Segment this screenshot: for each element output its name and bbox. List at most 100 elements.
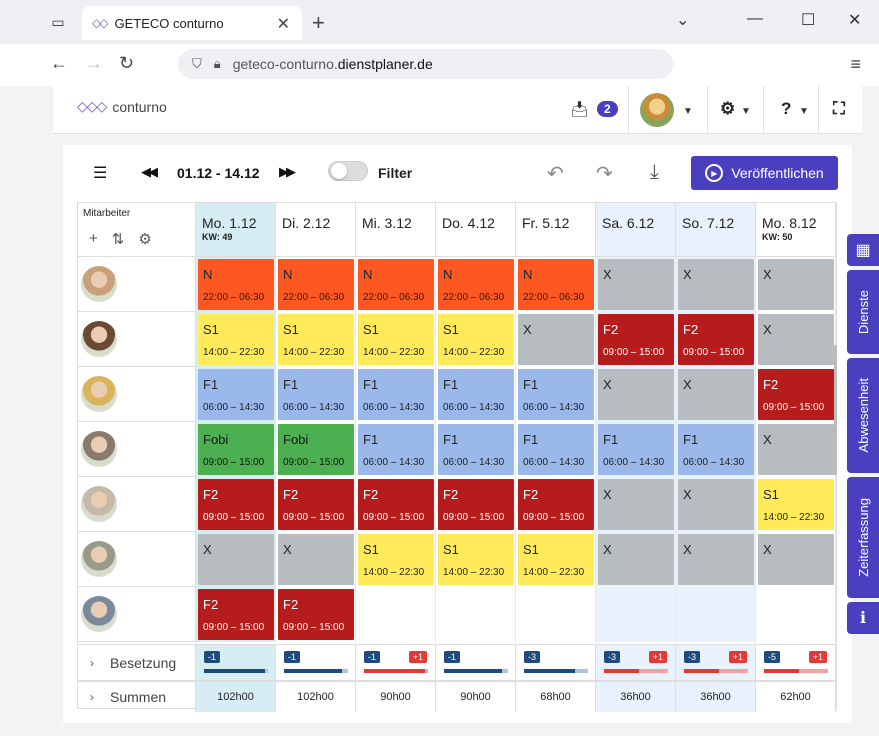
shift-cell[interactable]: F1 06:00 – 14:30 <box>198 369 274 420</box>
chevron-down-icon[interactable]: ▼ <box>683 106 693 117</box>
shift-cell[interactable]: N 22:00 – 06:30 <box>358 259 434 310</box>
summen-row-toggle[interactable]: › Summen <box>78 680 196 712</box>
shift-cell[interactable]: X <box>758 314 834 365</box>
shift-cell[interactable]: N 22:00 – 06:30 <box>278 259 354 310</box>
grid-scrollbar[interactable] <box>834 345 837 475</box>
employee-row-header[interactable] <box>78 312 196 367</box>
add-employee-icon[interactable]: + <box>89 230 98 247</box>
shift-cell[interactable]: N 22:00 – 06:30 <box>438 259 514 310</box>
undo-icon[interactable]: ↶ <box>547 163 564 185</box>
shift-cell[interactable]: F2 09:00 – 15:00 <box>678 314 754 365</box>
shift-cell[interactable]: F1 06:00 – 14:30 <box>358 424 434 475</box>
shift-cell[interactable]: F1 06:00 – 14:30 <box>518 369 594 420</box>
tab-list-icon[interactable]: ▭ <box>51 13 65 30</box>
shift-cell[interactable]: X <box>518 314 594 365</box>
employee-row-header[interactable] <box>78 257 196 312</box>
shift-cell[interactable]: X <box>678 479 754 530</box>
shift-cell[interactable]: S1 14:00 – 22:30 <box>358 534 434 585</box>
shift-cell[interactable]: F2 09:00 – 15:00 <box>758 369 834 420</box>
back-icon[interactable]: ← <box>50 53 68 73</box>
info-button[interactable]: ℹ <box>847 602 879 634</box>
reload-icon[interactable]: ↻ <box>119 53 135 73</box>
shift-cell[interactable]: Fobi 09:00 – 15:00 <box>278 424 354 475</box>
shift-cell[interactable]: F1 06:00 – 14:30 <box>598 424 674 475</box>
maximize-icon[interactable]: ☐ <box>801 12 816 29</box>
shift-cell[interactable]: X <box>758 424 834 475</box>
employee-row-header[interactable] <box>78 367 196 422</box>
shift-cell[interactable]: F1 06:00 – 14:30 <box>518 424 594 475</box>
besetzung-row-toggle[interactable]: › Besetzung <box>78 644 196 680</box>
close-window-icon[interactable]: ✕ <box>848 12 862 29</box>
zeiterfassung-button[interactable]: Zeiterfassung <box>847 477 879 598</box>
shift-cell[interactable]: F2 09:00 – 15:00 <box>198 479 274 530</box>
shift-cell[interactable]: X <box>598 259 674 310</box>
employee-avatar[interactable] <box>81 486 117 522</box>
shift-cell[interactable]: X <box>598 479 674 530</box>
shift-cell[interactable]: F2 09:00 – 15:00 <box>518 479 594 530</box>
shield-icon[interactable]: ⛉ <box>192 56 202 71</box>
redo-icon[interactable]: ↷ <box>596 163 613 185</box>
employee-row-header[interactable] <box>78 587 196 642</box>
user-avatar[interactable] <box>640 93 674 127</box>
employee-avatar[interactable] <box>81 431 117 467</box>
shift-cell[interactable]: S1 14:00 – 22:30 <box>438 534 514 585</box>
shift-cell[interactable]: S1 14:00 – 22:30 <box>438 314 514 365</box>
day-header[interactable]: Di. 2.12 <box>276 203 356 257</box>
shift-cell[interactable]: Fobi 09:00 – 15:00 <box>198 424 274 475</box>
employee-avatar[interactable] <box>81 596 117 632</box>
shift-cell[interactable]: S1 14:00 – 22:30 <box>518 534 594 585</box>
day-header[interactable]: Fr. 5.12 <box>516 203 596 257</box>
shift-cell[interactable]: F1 06:00 – 14:30 <box>678 424 754 475</box>
shift-cell[interactable]: X <box>678 534 754 585</box>
browser-menu-icon[interactable]: ≡ <box>850 54 861 74</box>
shift-cell[interactable]: S1 14:00 – 22:30 <box>758 479 834 530</box>
shift-cell[interactable]: F2 09:00 – 15:00 <box>438 479 514 530</box>
shift-cell[interactable]: F2 09:00 – 15:00 <box>278 479 354 530</box>
shift-cell[interactable]: X <box>678 259 754 310</box>
employee-avatar[interactable] <box>81 541 117 577</box>
previous-period-icon[interactable]: ◀◀ <box>141 164 158 179</box>
shift-cell[interactable]: N 22:00 – 06:30 <box>198 259 274 310</box>
fullscreen-icon[interactable]: ⛶ <box>833 99 845 118</box>
abwesenheit-button[interactable]: Abwesenheit <box>847 358 879 473</box>
day-header[interactable]: Mo. 8.12 KW: 50 <box>756 203 836 257</box>
shift-cell[interactable]: F1 06:00 – 14:30 <box>358 369 434 420</box>
employee-avatar[interactable] <box>81 321 117 357</box>
grid-view-button[interactable]: ▦ <box>847 234 879 266</box>
employee-avatar[interactable] <box>81 266 117 302</box>
hamburger-menu-icon[interactable]: ☰ <box>93 165 108 182</box>
day-header[interactable]: So. 7.12 <box>676 203 756 257</box>
employee-avatar[interactable] <box>81 376 117 412</box>
employee-row-header[interactable] <box>78 422 196 477</box>
day-header[interactable]: Mi. 3.12 <box>356 203 436 257</box>
shift-cell[interactable]: F2 09:00 – 15:00 <box>358 479 434 530</box>
inbox-button[interactable]: 📥︎ 2 <box>570 100 618 118</box>
dienste-button[interactable]: Dienste <box>847 270 879 354</box>
new-tab-icon[interactable]: + <box>312 10 325 35</box>
day-header[interactable]: Do. 4.12 <box>436 203 516 257</box>
shift-cell[interactable]: S1 14:00 – 22:30 <box>278 314 354 365</box>
browser-tab[interactable]: ◇◇ GETECO conturno ✕ <box>82 6 302 40</box>
shift-cell[interactable]: X <box>678 369 754 420</box>
chevron-down-icon[interactable]: ▼ <box>799 106 809 117</box>
shift-cell[interactable]: X <box>758 259 834 310</box>
forward-icon[interactable]: → <box>85 53 103 73</box>
shift-cell[interactable]: F1 06:00 – 14:30 <box>278 369 354 420</box>
address-bar[interactable]: ⛉ 🔒︎ geteco-conturno. dienstplaner.de <box>178 49 673 79</box>
help-icon[interactable]: ? <box>781 99 792 118</box>
shift-cell[interactable]: X <box>278 534 354 585</box>
shift-cell[interactable]: F2 09:00 – 15:00 <box>198 589 274 640</box>
minimize-icon[interactable]: — <box>747 10 763 27</box>
next-period-icon[interactable]: ▶▶ <box>279 164 296 179</box>
tab-search-icon[interactable]: ⌄ <box>676 12 690 29</box>
day-header[interactable]: Sa. 6.12 <box>596 203 676 257</box>
day-header[interactable]: Mo. 1.12 KW: 49 <box>196 203 276 257</box>
shift-cell[interactable]: X <box>198 534 274 585</box>
shift-cell[interactable]: S1 14:00 – 22:30 <box>358 314 434 365</box>
shift-cell[interactable]: N 22:00 – 06:30 <box>518 259 594 310</box>
chevron-down-icon[interactable]: ▼ <box>741 106 751 117</box>
settings-gear-icon[interactable]: ⚙ <box>138 231 152 248</box>
lock-icon[interactable]: 🔒︎ <box>213 56 221 71</box>
publish-button[interactable]: ▶ Veröffentlichen <box>691 156 838 190</box>
shift-cell[interactable]: F1 06:00 – 14:30 <box>438 369 514 420</box>
